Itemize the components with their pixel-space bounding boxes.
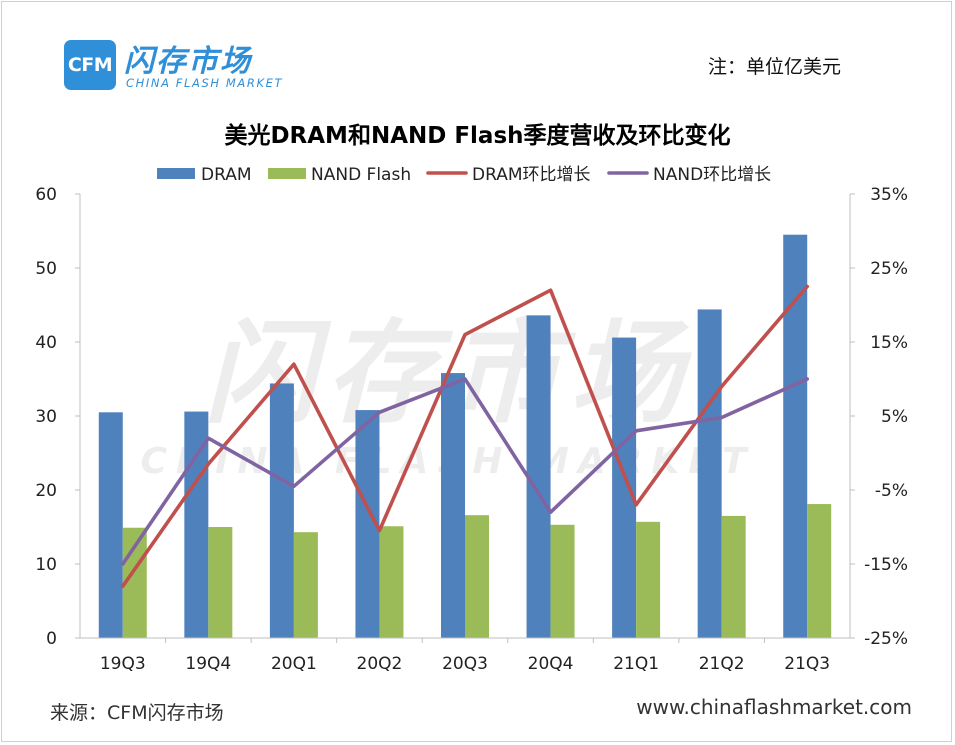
right-tick-label: -5% xyxy=(875,481,908,501)
bar-nand-19Q4 xyxy=(208,527,233,638)
legend-label-2: DRAM环比增长 xyxy=(472,165,591,185)
bar-dram-20Q3 xyxy=(441,373,465,638)
bar-nand-20Q1 xyxy=(293,532,318,638)
website-url: www.chinaflashmarket.com xyxy=(636,695,912,719)
unit-note: 注：单位亿美元 xyxy=(708,56,842,78)
x-tick-label: 19Q4 xyxy=(185,654,231,674)
x-tick-label: 20Q3 xyxy=(442,654,488,674)
legend-swatch-1 xyxy=(268,168,306,179)
left-tick-label: 60 xyxy=(35,185,57,205)
line-nand-growth xyxy=(121,377,810,566)
logo-chinese-name: 闪存市场 xyxy=(124,44,252,79)
legend-swatch-0 xyxy=(157,168,195,179)
legend-label-1: NAND Flash xyxy=(311,165,411,185)
bar-dram-20Q4 xyxy=(526,315,551,638)
right-tick-label: -25% xyxy=(864,629,908,649)
bar-nand-20Q3 xyxy=(465,515,489,638)
chart-title: 美光DRAM和NAND Flash季度营收及环比变化 xyxy=(224,123,731,149)
axes-layer: 0 10 20 30 40 50 60 -25% -15% -5% 5% 15% 25% 35% 19Q3 1… xyxy=(35,185,908,674)
right-tick-label: 5% xyxy=(881,407,908,427)
bar-dram-20Q1 xyxy=(269,383,294,638)
source-note: 来源：CFM闪存市场 xyxy=(50,702,224,724)
x-tick-label: 21Q2 xyxy=(699,654,745,674)
bar-nand-21Q2 xyxy=(721,515,746,638)
right-tick-label: -15% xyxy=(864,555,908,575)
x-tick-label: 20Q4 xyxy=(528,654,574,674)
left-tick-label: 30 xyxy=(35,407,57,427)
left-tick-label: 0 xyxy=(46,629,57,649)
bars-layer xyxy=(98,234,832,638)
x-tick-label: 20Q2 xyxy=(357,654,403,674)
bar-dram-21Q2 xyxy=(697,309,722,638)
right-tick-label: 15% xyxy=(870,333,908,353)
legend: DRAM NAND Flash DRAM环比增长 NAND环比增长 xyxy=(157,165,771,185)
bar-nand-20Q2 xyxy=(379,526,404,638)
legend-label-0: DRAM xyxy=(201,165,252,185)
bar-nand-21Q1 xyxy=(636,521,661,638)
bar-nand-20Q4 xyxy=(550,524,575,638)
bar-dram-21Q1 xyxy=(612,337,637,638)
bar-dram-19Q3 xyxy=(98,412,123,638)
left-tick-label: 10 xyxy=(35,555,57,575)
line-dram-growth xyxy=(121,284,810,589)
logo-english-name: CHINA FLASH MARKET xyxy=(126,76,284,90)
x-tick-label: 19Q3 xyxy=(100,654,146,674)
x-tick-label: 21Q3 xyxy=(784,654,830,674)
bar-dram-19Q4 xyxy=(184,411,209,638)
bar-dram-21Q3 xyxy=(783,234,808,638)
legend-label-3: NAND环比增长 xyxy=(653,165,771,185)
x-tick-label: 20Q1 xyxy=(271,654,317,674)
left-tick-label: 50 xyxy=(35,259,57,279)
x-tick-label: 21Q1 xyxy=(613,654,659,674)
left-tick-label: 20 xyxy=(35,481,57,501)
logo-mark: CFM xyxy=(64,40,116,90)
bar-nand-21Q3 xyxy=(807,504,832,638)
right-tick-label: 35% xyxy=(870,185,908,205)
left-tick-label: 40 xyxy=(35,333,57,353)
lines-layer xyxy=(121,284,810,589)
right-tick-label: 25% xyxy=(870,259,908,279)
